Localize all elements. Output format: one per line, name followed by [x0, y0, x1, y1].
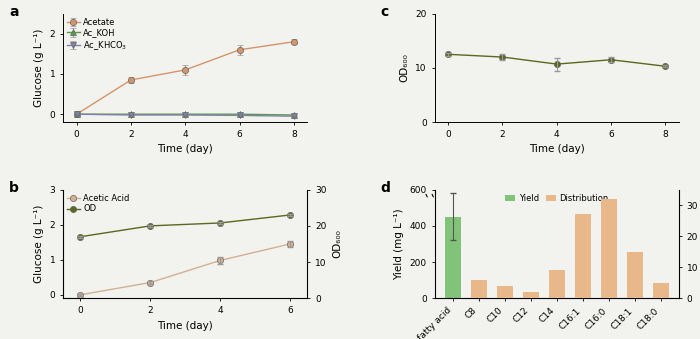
- Bar: [601, 199, 617, 298]
- Line: Acetic Acid: Acetic Acid: [77, 241, 293, 298]
- Acetic Acid: [76, 293, 85, 297]
- OD: [76, 235, 85, 239]
- Y-axis label: OD₆₀₀: OD₆₀₀: [332, 230, 342, 258]
- Y-axis label: Glucose (g L⁻¹): Glucose (g L⁻¹): [34, 205, 44, 283]
- OD: [216, 221, 224, 225]
- X-axis label: Time (day): Time (day): [529, 144, 584, 155]
- Y-axis label: Yield (mg L⁻¹): Yield (mg L⁻¹): [394, 208, 404, 280]
- Legend: Yield, Distribution: Yield, Distribution: [505, 194, 608, 203]
- Bar: [471, 280, 486, 298]
- Line: OD: OD: [77, 212, 293, 240]
- Bar: [497, 286, 512, 298]
- Bar: [445, 217, 461, 298]
- X-axis label: Time (day): Time (day): [158, 320, 213, 331]
- Bar: [549, 271, 565, 298]
- Acetic Acid: [216, 258, 224, 262]
- Text: d: d: [381, 181, 391, 195]
- Bar: [653, 283, 668, 298]
- X-axis label: Time (day): Time (day): [158, 144, 213, 155]
- Bar: [523, 292, 538, 298]
- Bar: [627, 252, 643, 298]
- Text: b: b: [9, 181, 19, 195]
- Y-axis label: OD₆₀₀: OD₆₀₀: [400, 54, 410, 82]
- Text: a: a: [9, 5, 19, 19]
- OD: [146, 224, 155, 228]
- OD: [286, 213, 294, 217]
- Y-axis label: Glucose (g L⁻¹): Glucose (g L⁻¹): [34, 29, 44, 107]
- Legend: Acetate, Ac_KOH, Ac_KHCO$_3$: Acetate, Ac_KOH, Ac_KHCO$_3$: [67, 18, 127, 52]
- Legend: Acetic Acid, OD: Acetic Acid, OD: [67, 194, 130, 214]
- Acetic Acid: [146, 280, 155, 284]
- Bar: [575, 215, 591, 298]
- Acetic Acid: [286, 242, 294, 246]
- Text: c: c: [381, 5, 389, 19]
